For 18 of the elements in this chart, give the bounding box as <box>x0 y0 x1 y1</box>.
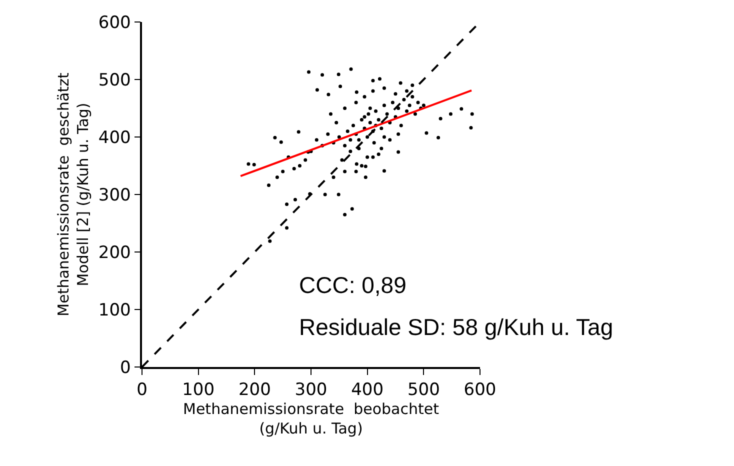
annotation: CCC: 0,89 <box>299 272 406 298</box>
y-tick-label: 300 <box>98 185 131 206</box>
y-tick-label: 600 <box>98 12 131 33</box>
x-tick-label: 500 <box>407 380 440 400</box>
y-tick-label: 500 <box>98 70 131 90</box>
x-tick-label: 100 <box>182 380 215 400</box>
x-tick-label: 400 <box>351 380 384 400</box>
y-tick-label: 0 <box>120 358 131 378</box>
y-tick-label: 400 <box>98 128 131 148</box>
y-axis-title: Methanemissionsrate geschätzt Modell [2] (g/Kuh u. Tag) <box>54 72 92 316</box>
x-tick-label: 300 <box>294 380 328 400</box>
annotation: Residuale SD: 58 g/Kuh u. Tag <box>299 314 614 340</box>
x-tick-label: 200 <box>238 380 271 400</box>
y-tick-label: 100 <box>98 300 131 320</box>
x-axis-title: Methanemissionsrate beobachtet (g/Kuh u. Tag) <box>183 400 440 438</box>
y-tick-label: 200 <box>98 242 131 263</box>
x-tick-label: 0 <box>136 380 148 400</box>
x-tick-label: 600 <box>464 380 496 400</box>
